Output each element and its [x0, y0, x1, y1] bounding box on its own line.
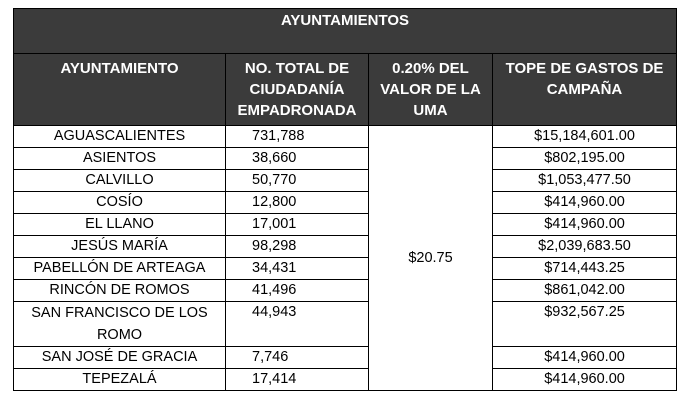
table-row: AGUASCALIENTES 731,788 $20.75 $15,184,60…: [13, 125, 678, 391]
table-row: RINCÓN DE ROMOS 41,496 $861,042.00: [13, 279, 678, 302]
row-name: PABELLÓN DE ARTEAGA: [13, 257, 226, 280]
row-total: 731,788: [225, 125, 369, 148]
row-name: EL LLANO: [13, 213, 226, 236]
row-name: SAN FRANCISCO DE LOS ROMO: [13, 301, 226, 347]
row-total: 50,770: [225, 169, 369, 192]
row-name: RINCÓN DE ROMOS: [13, 279, 226, 302]
row-total: 7,746: [225, 346, 369, 369]
header-total-ciudadania: NO. TOTAL DE CIUDADANÍA EMPADRONADA: [225, 53, 369, 126]
row-name: SAN JOSÉ DE GRACIA: [13, 346, 226, 369]
row-tope: $1,053,477.50: [491, 169, 678, 192]
table-header-row: AYUNTAMIENTO NO. TOTAL DE CIUDADANÍA EMP…: [13, 53, 678, 126]
header-uma: 0.20% DEL VALOR DE LA UMA: [368, 53, 493, 126]
row-total: 12,800: [225, 191, 369, 214]
row-tope: $414,960.00: [491, 368, 678, 391]
header-tope-gastos: TOPE DE GASTOS DE CAMPAÑA: [491, 53, 678, 126]
row-total: 34,431: [225, 257, 369, 280]
row-total: 98,298: [225, 235, 369, 258]
row-tope: $15,184,601.00: [491, 125, 678, 148]
ayuntamientos-table-container: AYUNTAMIENTOS AYUNTAMIENTO NO. TOTAL DE …: [12, 8, 678, 391]
row-tope: $414,960.00: [491, 191, 678, 214]
table-row: EL LLANO 17,001 $414,960.00: [13, 213, 678, 236]
row-name: CALVILLO: [13, 169, 226, 192]
row-name: AGUASCALIENTES: [13, 125, 226, 148]
row-name: COSÍO: [13, 191, 226, 214]
row-tope: $802,195.00: [491, 147, 678, 170]
row-total: 17,001: [225, 213, 369, 236]
row-total: 17,414: [225, 368, 369, 391]
header-ayuntamiento: AYUNTAMIENTO: [13, 53, 226, 126]
row-name: JESÚS MARÍA: [13, 235, 226, 258]
table-row: PABELLÓN DE ARTEAGA 34,431 $714,443.25: [13, 257, 678, 280]
row-tope: $414,960.00: [491, 346, 678, 369]
row-tope: $714,443.25: [491, 257, 678, 280]
row-name: TEPEZALÁ: [13, 368, 226, 391]
row-total: 41,496: [225, 279, 369, 302]
row-tope: $2,039,683.50: [491, 235, 678, 258]
row-tope: $932,567.25: [491, 301, 678, 347]
table-row: CALVILLO 50,770 $1,053,477.50: [13, 169, 678, 192]
row-name: ASIENTOS: [13, 147, 226, 170]
row-tope: $414,960.00: [491, 213, 678, 236]
row-total: 44,943: [225, 301, 369, 347]
row-tope: $861,042.00: [491, 279, 678, 302]
table-row: SAN JOSÉ DE GRACIA 7,746 $414,960.00: [13, 346, 678, 369]
table-row: TEPEZALÁ 17,414 $414,960.00: [13, 368, 678, 391]
table-row: ASIENTOS 38,660 $802,195.00: [13, 147, 678, 170]
ayuntamientos-table: AYUNTAMIENTOS AYUNTAMIENTO NO. TOTAL DE …: [12, 8, 678, 391]
uma-value: $20.75: [368, 125, 493, 391]
table-row: JESÚS MARÍA 98,298 $2,039,683.50: [13, 235, 678, 258]
table-row: COSÍO 12,800 $414,960.00: [13, 191, 678, 214]
table-row: SAN FRANCISCO DE LOS ROMO 44,943 $932,56…: [13, 301, 678, 347]
row-total: 38,660: [225, 147, 369, 170]
table-title: AYUNTAMIENTOS: [12, 8, 678, 54]
table-title-row: AYUNTAMIENTOS: [12, 8, 678, 54]
